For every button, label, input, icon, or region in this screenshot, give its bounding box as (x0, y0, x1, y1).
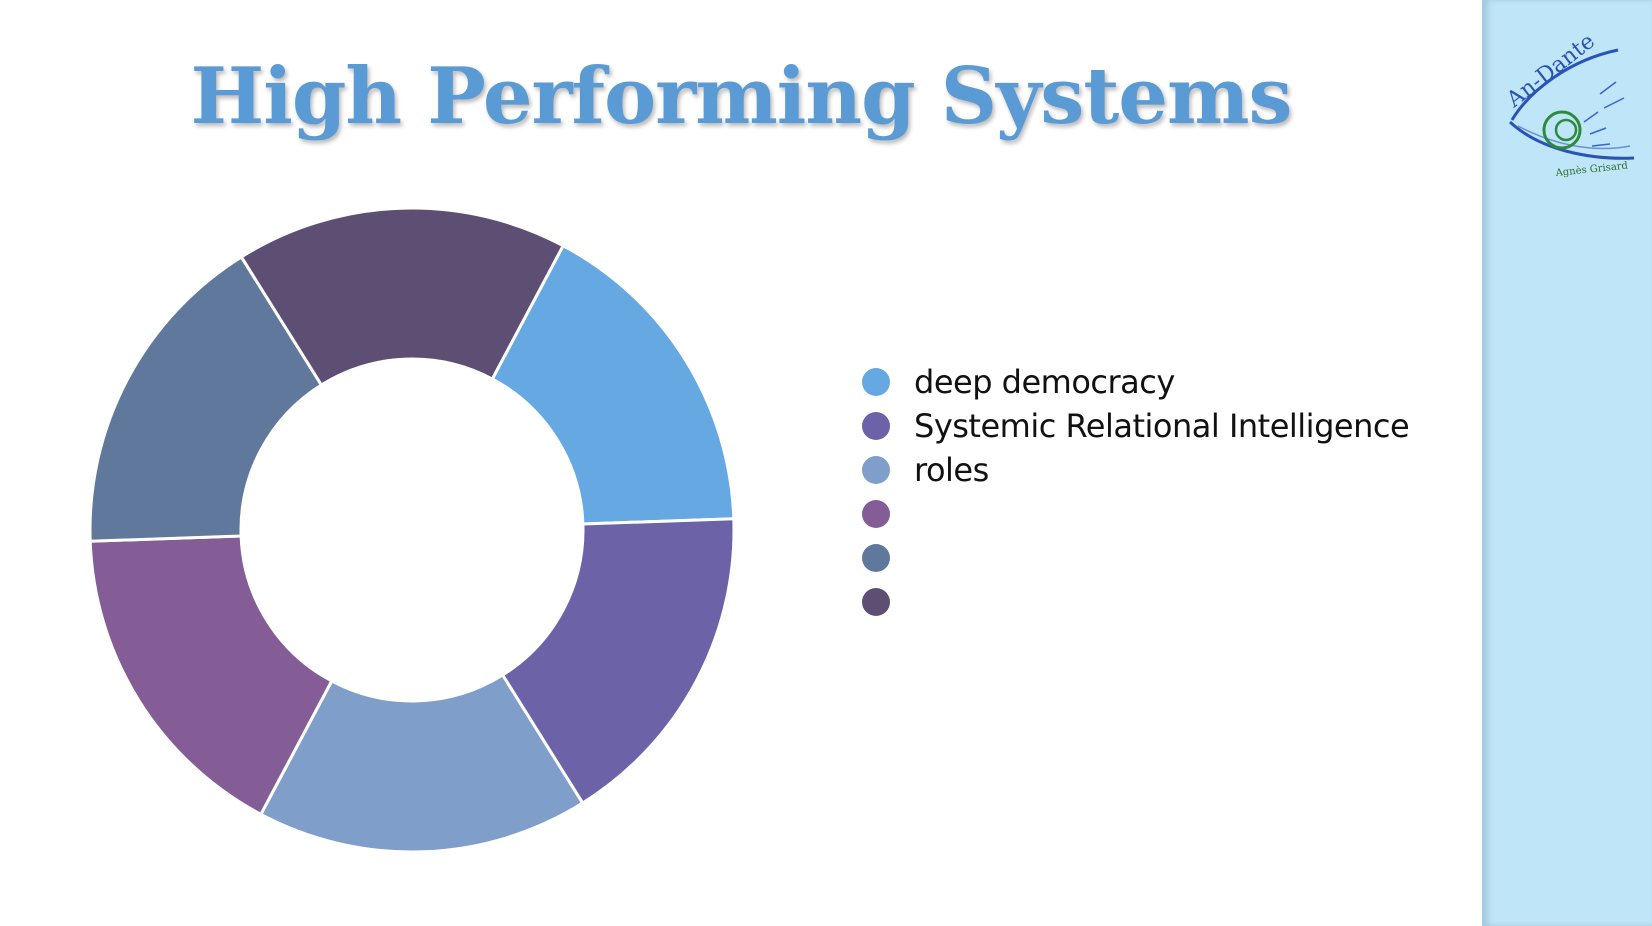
legend-swatch (862, 456, 890, 484)
legend-label: Systemic Relational Intelligence (914, 407, 1410, 445)
legend-item (862, 536, 1462, 580)
logo-caption: Agnès Grisard (1554, 160, 1629, 179)
legend-item: roles (862, 448, 1462, 492)
legend-swatch (862, 500, 890, 528)
donut-chart (88, 206, 736, 854)
legend-label: deep democracy (914, 363, 1175, 401)
legend-swatch (862, 544, 890, 572)
donut-slice-1 (490, 243, 736, 526)
sidebar (1482, 0, 1652, 926)
legend-item: Systemic Relational Intelligence (862, 404, 1462, 448)
legend-swatch (862, 588, 890, 616)
donut-slice-6 (239, 206, 566, 388)
legend-swatch (862, 368, 890, 396)
legend-item: deep democracy (862, 360, 1462, 404)
chart-legend: deep democracy Systemic Relational Intell… (862, 360, 1462, 624)
donut-slice-5 (88, 254, 324, 543)
legend-label: roles (914, 451, 989, 489)
legend-item (862, 492, 1462, 536)
donut-slice-4 (88, 534, 334, 817)
donut-slice-3 (258, 672, 585, 854)
page-title: High Performing Systems (190, 51, 1293, 142)
an-dante-logo-icon: An-Dante Agnès Grisard (1502, 30, 1635, 179)
legend-swatch (862, 412, 890, 440)
logo-wordmark: An-Dante (1502, 30, 1600, 113)
donut-slice-2 (500, 517, 736, 806)
legend-item (862, 580, 1462, 624)
